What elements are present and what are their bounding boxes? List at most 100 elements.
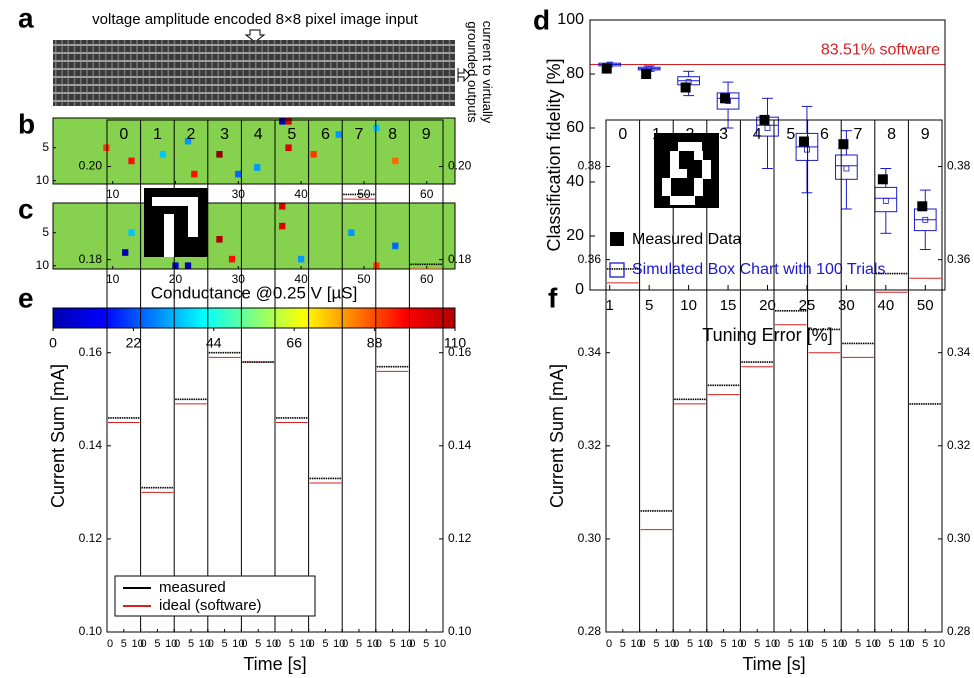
crossbar-col xyxy=(186,40,188,106)
y-tick-label: 10 xyxy=(36,258,50,272)
x-tick-label: 10 xyxy=(165,638,177,650)
mean xyxy=(922,216,929,223)
mean xyxy=(804,146,810,153)
heatmap-cell xyxy=(128,229,135,236)
crossbar-col xyxy=(80,40,82,106)
crossbar-col xyxy=(117,40,119,106)
crossbar-col xyxy=(211,40,213,106)
x-tick-label: 0 xyxy=(409,638,415,650)
colorbar-tick-label: 22 xyxy=(126,335,142,351)
measured-point xyxy=(798,136,809,147)
category-label: 7 xyxy=(854,126,863,143)
colorbar-tick-label: 66 xyxy=(286,335,302,351)
y-axis-label: Current Sum [mA] xyxy=(547,364,567,508)
category-label: 4 xyxy=(753,126,762,143)
crossbar-col xyxy=(298,40,301,106)
legend-label: Measured Data xyxy=(632,231,741,248)
y-tick-label: 0.30 xyxy=(578,531,602,545)
x-tick-label: 60 xyxy=(420,187,434,201)
crossbar-col xyxy=(386,40,388,106)
crossbar-col xyxy=(61,40,63,106)
crossbar-col xyxy=(292,40,294,106)
crossbar-row xyxy=(53,100,455,102)
heatmap-cell xyxy=(216,236,223,243)
x-tick-label: 5 xyxy=(754,638,760,650)
x-tick-label: 10 xyxy=(798,638,810,650)
crossbar-row xyxy=(53,92,455,94)
crossbar-col xyxy=(330,40,332,106)
crossbar-col xyxy=(367,40,369,106)
y2-tick-label: 0.20 xyxy=(448,159,472,173)
x-tick-label: 0 xyxy=(342,638,348,650)
x-tick-label: 5 xyxy=(154,638,160,650)
crossbar-col xyxy=(361,40,363,106)
x-tick-label: 5 xyxy=(889,638,895,650)
category-label: 8 xyxy=(887,126,896,143)
x-tick-label: 10 xyxy=(899,638,911,650)
y-tick-label: 40 xyxy=(566,173,584,190)
crossbar-col xyxy=(323,40,326,106)
y-tick-label: 0.16 xyxy=(79,345,103,359)
x-tick-label: 10 xyxy=(400,638,412,650)
box xyxy=(835,154,858,180)
crossbar-col xyxy=(130,40,132,106)
heatmap-cell xyxy=(103,144,110,151)
heatmap-cell xyxy=(122,249,129,256)
crossbar-col xyxy=(86,40,88,106)
x-tick-label: 0 xyxy=(841,638,847,650)
crossbar-col xyxy=(92,40,94,106)
crossbar-col xyxy=(105,40,107,106)
heatmap-cell xyxy=(216,151,223,158)
category-label: 8 xyxy=(388,126,397,143)
x-tick-label: 25 xyxy=(799,297,816,314)
x-tick-label: 0 xyxy=(208,638,214,650)
crossbar-col xyxy=(273,40,276,106)
x-tick-label: 40 xyxy=(294,272,308,286)
crossbar-col xyxy=(305,40,307,106)
panel-label: f xyxy=(548,282,558,313)
heatmap-cell xyxy=(373,124,380,132)
heatmap-cell xyxy=(279,203,286,210)
x-tick-label: 40 xyxy=(877,297,894,314)
crossbar-col xyxy=(430,40,432,106)
crossbar-col xyxy=(261,40,263,106)
x-tick-label: 0 xyxy=(309,638,315,650)
crossbar-col xyxy=(192,40,194,106)
heatmap-cell xyxy=(159,151,167,158)
x-tick-label: 10 xyxy=(333,638,345,650)
x-tick-label: 5 xyxy=(222,638,228,650)
crossbar-col xyxy=(230,40,232,106)
y2-tick-label: 0.18 xyxy=(448,252,472,266)
category-label: 5 xyxy=(786,126,795,143)
x-tick-label: 15 xyxy=(720,297,737,314)
x-tick-label: 10 xyxy=(832,638,844,650)
x-tick-label: 5 xyxy=(653,638,659,650)
measured-point xyxy=(601,63,612,74)
x-tick-label: 10 xyxy=(299,638,311,650)
crossbar-col xyxy=(280,40,282,106)
x-tick-label: 5 xyxy=(721,638,727,650)
y-tick-label: 80 xyxy=(566,65,584,82)
crossbar-row xyxy=(53,60,455,62)
arrow xyxy=(457,67,471,83)
plot-frame xyxy=(589,19,946,291)
digit-inset xyxy=(144,188,208,257)
heatmap-cell xyxy=(279,118,286,125)
heatmap-cell xyxy=(228,255,236,263)
y2-tick-label: 0.34 xyxy=(947,345,971,359)
x-tick-label: 0 xyxy=(908,638,914,650)
category-label: 3 xyxy=(719,126,728,143)
x-tick-label: 0 xyxy=(275,638,281,650)
x-tick-label: 5 xyxy=(390,638,396,650)
y-tick-label: 0.36 xyxy=(578,252,602,266)
side-label-line: current to virtually xyxy=(480,21,495,124)
x-tick-label: 10 xyxy=(933,638,945,650)
x-tick-label: 5 xyxy=(645,297,653,314)
legend-label: Simulated Box Chart with 100 Trials xyxy=(632,261,885,278)
x-tick-label: 10 xyxy=(765,638,777,650)
category-label: 9 xyxy=(422,126,431,143)
x-tick-label: 0 xyxy=(707,638,713,650)
x-tick-label: 10 xyxy=(232,638,244,650)
heatmap-cell xyxy=(128,157,135,165)
heatmap-background xyxy=(53,118,455,184)
